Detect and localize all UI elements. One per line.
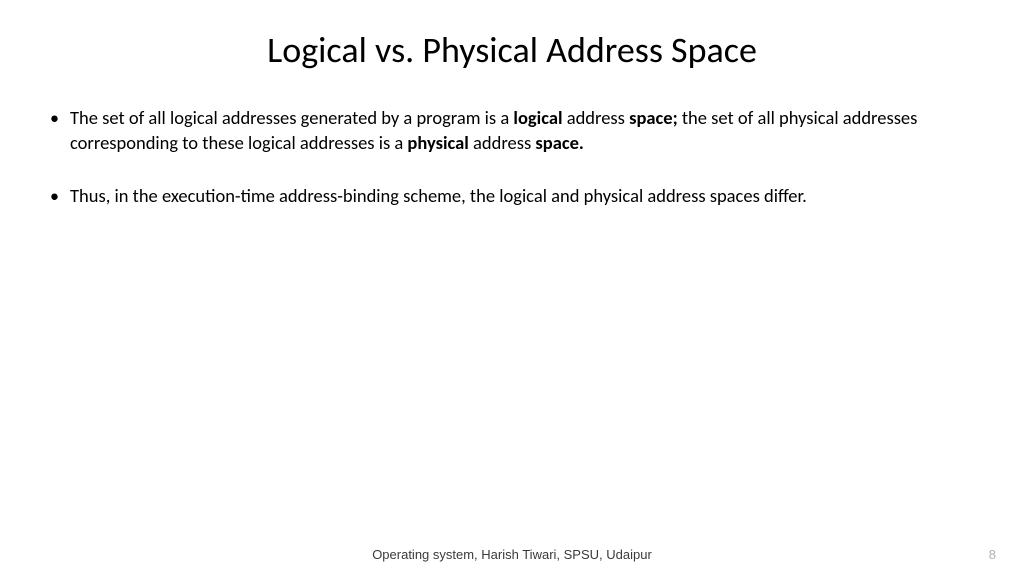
slide-title: Logical vs. Physical Address Space — [40, 28, 984, 72]
text-segment: Thus, in the execution-time address-bind… — [70, 184, 807, 207]
bullet-item: Thus, in the execution-time address-bind… — [46, 184, 978, 209]
slide-content: The set of all logical addresses generat… — [40, 106, 984, 209]
slide: Logical vs. Physical Address Space The s… — [0, 0, 1024, 576]
bullet-item: The set of all logical addresses generat… — [46, 106, 978, 156]
page-number: 8 — [989, 547, 996, 562]
text-segment: address — [567, 106, 629, 129]
bullet-list: The set of all logical addresses generat… — [46, 106, 978, 209]
text-segment: physical — [407, 131, 473, 154]
text-segment: logical — [513, 106, 566, 129]
footer-text: Operating system, Harish Tiwari, SPSU, U… — [0, 547, 1024, 562]
text-segment: The set of all logical addresses generat… — [70, 106, 513, 129]
text-segment: space. — [535, 131, 583, 154]
text-segment: space; — [629, 106, 682, 129]
text-segment: address — [473, 131, 535, 154]
